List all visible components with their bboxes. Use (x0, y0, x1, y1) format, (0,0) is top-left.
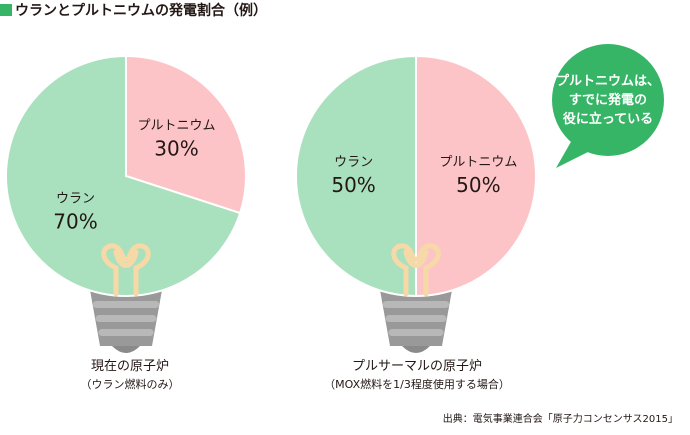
pie-slice (415, 54, 537, 298)
bulb-pluthermal-reactor: プルトニウム 50% ウラン 50% (295, 54, 537, 353)
bulb-tip (112, 346, 140, 353)
filament-loop (113, 249, 139, 268)
filament-right (123, 243, 151, 297)
filament-left (391, 243, 419, 297)
slice-value: 30% (154, 136, 198, 160)
bulb-base-thread (98, 329, 154, 336)
bulb-base-thread (92, 301, 160, 308)
chart-title-text: ウランとプルトニウムの発電割合（例） (15, 3, 267, 19)
pie-slice (295, 54, 417, 298)
slice-value: 50% (456, 173, 500, 197)
bubble-line: プルトニウムは、 (555, 74, 660, 89)
caption-pluthermal: プルサーマルの原子炉 （MOX燃料を1/3程度使用する場合） (320, 355, 514, 392)
source-note: 出典：電気事業連合会「原子力コンセンサス2015」 (442, 414, 678, 425)
bulb-base-thread (388, 329, 444, 336)
bubble-tail (556, 140, 592, 168)
chart-title: ウランとプルトニウムの発電割合（例） (0, 0, 267, 20)
caption-pluthermal-main: プルサーマルの原子炉 (351, 359, 482, 374)
pie-slice (5, 54, 242, 297)
caption-current: 現在の原子炉 （ウラン燃料のみ） (60, 355, 200, 392)
bulb-filament (391, 243, 441, 297)
slice-label: ウラン (334, 155, 373, 170)
bulb-base-thread (385, 315, 447, 322)
bubble-body (552, 44, 664, 156)
slice-value: 50% (331, 173, 375, 197)
slice-label: プルトニウム (137, 118, 215, 133)
bulb-base-thread (95, 315, 157, 322)
slice-value: 70% (53, 210, 97, 234)
speech-bubble-text: プルトニウムは、 すでに発電の 役に立っている (538, 72, 678, 129)
bubble-line: 役に立っている (562, 112, 654, 127)
filament-right (413, 243, 441, 297)
slice-label: ウラン (56, 192, 95, 207)
bulb-base-thread (382, 301, 450, 308)
filament-loop (403, 249, 429, 268)
caption-current-sub: （ウラン燃料のみ） (80, 378, 180, 391)
title-marker (0, 4, 12, 16)
slice-label: プルトニウム (439, 155, 517, 170)
speech-bubble (552, 44, 664, 168)
bubble-line: すでに発電の (568, 93, 648, 108)
bulb-filament (101, 243, 151, 297)
filament-left (101, 243, 129, 297)
caption-current-main: 現在の原子炉 (90, 359, 169, 374)
bulb-tip (402, 346, 430, 353)
caption-pluthermal-sub: （MOX燃料を1/3程度使用する場合） (324, 378, 510, 391)
bulb-current-reactor: プルトニウム 30% ウラン 70% (5, 54, 247, 353)
pie-slice (125, 54, 247, 215)
